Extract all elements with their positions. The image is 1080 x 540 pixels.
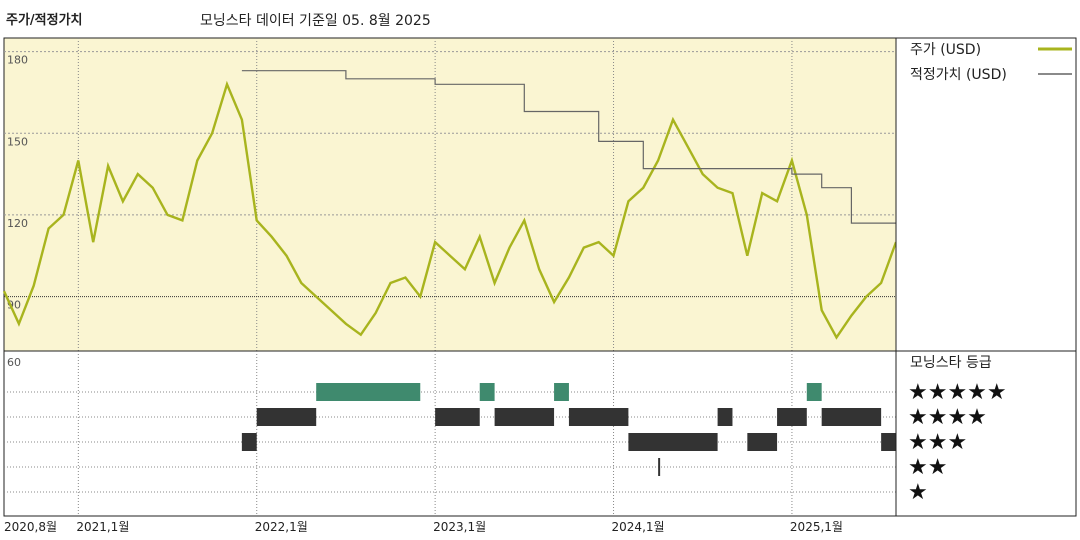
rating-2-stars: ★★ [908, 455, 947, 480]
price-series-line [2, 80, 898, 340]
price-gridlines [4, 38, 896, 351]
rating-3-stars: ★★★ [908, 430, 967, 455]
rating-bar-4-star [717, 408, 733, 426]
legend-panel [895, 37, 1077, 517]
rating-bar-4-star [568, 408, 629, 426]
legend-price-label: 주가 (USD) [910, 42, 981, 58]
price-y-tick-150: 150 [7, 135, 28, 148]
rating-bar-3-star [628, 433, 673, 451]
rating-bar-3-star [747, 433, 778, 451]
x-tick-label: 2023,1월 [433, 520, 486, 534]
x-tick-label: 2020,8월 [4, 520, 57, 534]
rating-y-tick-label: 60 [7, 356, 21, 369]
rating-bar-4-star [494, 408, 555, 426]
rating-bar-5-star [554, 383, 569, 401]
rating-bars [241, 383, 896, 476]
rating-bar-4-star [256, 408, 317, 426]
legend-fair-value-label: 적정가치 (USD) [910, 67, 1007, 83]
x-tick-label: 2022,1월 [255, 520, 308, 534]
rating-bar-3-star [241, 433, 257, 451]
rating-1-star: ★ [908, 480, 928, 505]
x-tick-label: 2025,1월 [790, 520, 843, 534]
rating-4-stars: ★★★★ [908, 405, 987, 430]
rating-gridlines [4, 351, 896, 516]
price-y-tick-120: 120 [7, 217, 28, 230]
price-y-tick-90: 90 [7, 299, 21, 312]
rating-bar-2-star [658, 458, 661, 476]
rating-bar-4-star [777, 408, 807, 426]
x-axis-tick-labels: 2020,8월 2021,1월 2022,1월 2023,1월 2024,1월 2025,… [4, 520, 843, 534]
rating-bar-4-star [435, 408, 480, 426]
rating-bar-5-star [479, 383, 495, 401]
rating-bar-5-star [316, 383, 421, 401]
rating-5-stars: ★★★★★ [908, 380, 1007, 405]
rating-bar-3-star [881, 433, 896, 451]
rating-legend-title: 모닝스타 등급 [910, 355, 992, 371]
price-plot-area [3, 37, 897, 352]
x-tick-label: 2024,1월 [612, 520, 665, 534]
x-tick-label: 2021,1월 [76, 520, 129, 534]
price-y-tick-180: 180 [7, 54, 28, 67]
price-y-tick-labels: 90 120 150 180 [7, 54, 28, 312]
rating-bar-3-star [673, 433, 718, 451]
rating-bar-5-star [806, 383, 822, 401]
data-date-label: 모닝스타 데이터 기준일 05. 8월 2025 [200, 13, 431, 29]
fair-value-series-line [241, 70, 896, 224]
rating-bar-4-star [821, 408, 882, 426]
chart-title: 주가/적정가치 [6, 13, 83, 28]
